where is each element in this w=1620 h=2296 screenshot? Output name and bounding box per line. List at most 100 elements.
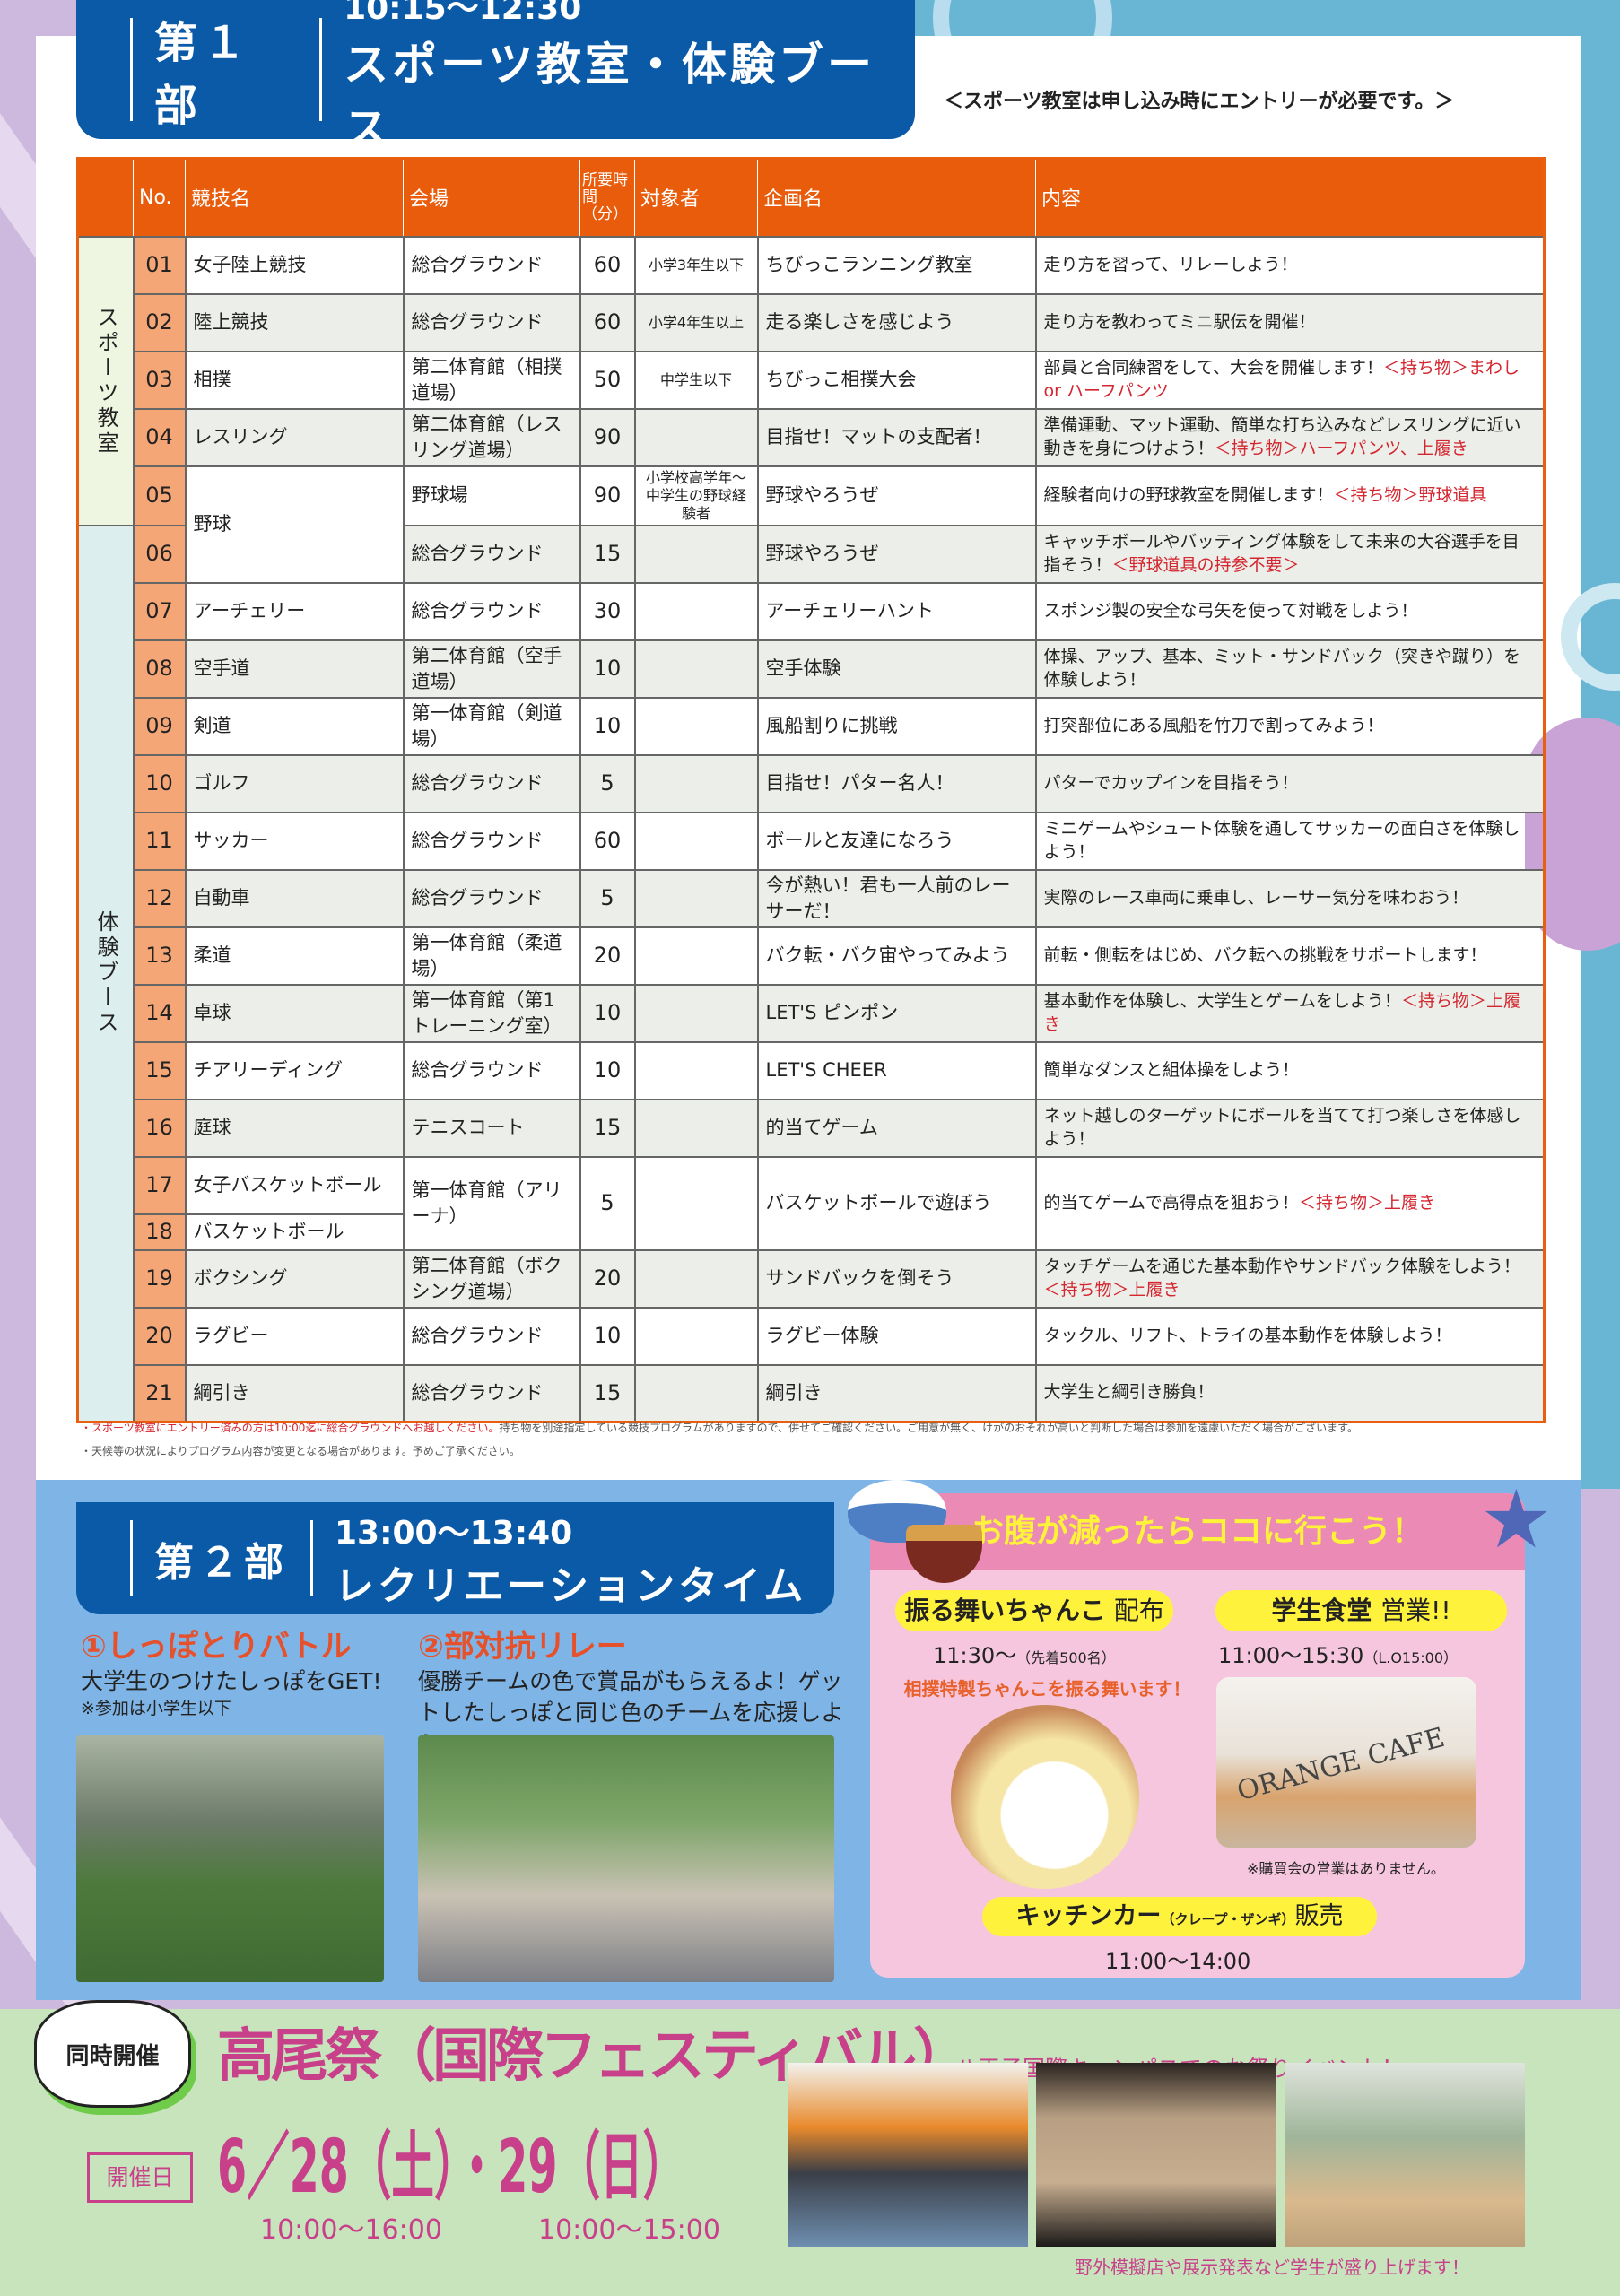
table-row: 15 チアリーディング 総合グラウンド 10 LET'S CHEER 簡単なダンスと組体操… bbox=[78, 1040, 1546, 1100]
target-audience bbox=[633, 926, 759, 986]
content-text: ネット越しのターゲットにボールを当てて打つ楽しさを体感しよう！ bbox=[1043, 1105, 1521, 1149]
table-row: 05 野球 野球場 90 小学校高学年～中学生の野球経験者 野球やろうぜ 経験者向けの野球教… bbox=[78, 465, 1546, 584]
festival-photo-stage bbox=[1036, 2063, 1276, 2247]
header-duration: 所要時間（分） bbox=[579, 158, 635, 237]
venue: 第二体育館（相撲道場） bbox=[402, 350, 581, 410]
row-no: 05 bbox=[132, 465, 187, 526]
row-no: 21 bbox=[132, 1363, 187, 1423]
row-no: 09 bbox=[132, 696, 187, 756]
row-no: 12 bbox=[132, 868, 187, 928]
festival-photo-exhibit bbox=[1285, 2063, 1525, 2247]
part1-time: 10:15～12:30 bbox=[344, 0, 582, 27]
sport-name: 卓球 bbox=[184, 983, 405, 1043]
content: 実際のレース車両に乗車し、レーサー気分を味わおう！ bbox=[1034, 868, 1546, 928]
cafeteria-time-row: 11:00～15:30（L.O15:00） bbox=[1218, 1642, 1458, 1672]
plan-name: バク転・バク宙やってみよう bbox=[756, 926, 1037, 986]
content-note: ＜持ち物＞上履き bbox=[1043, 1279, 1180, 1300]
row-no: 14 bbox=[132, 983, 187, 1043]
content-text: パターでカップインを目指そう！ bbox=[1043, 772, 1299, 793]
content: 前転・側転をはじめ、バク転への挑戦をサポートします！ bbox=[1034, 926, 1546, 986]
row-no: 06 bbox=[132, 524, 187, 584]
sport-name: アーチェリー bbox=[184, 581, 405, 641]
duration-minutes: 10 bbox=[579, 1040, 636, 1100]
venue: 第二体育館（ボクシング道場） bbox=[402, 1248, 581, 1309]
festival-time-day2: 10:00～15:00 bbox=[538, 2214, 720, 2246]
part2-label: 第２部 bbox=[154, 1539, 289, 1586]
target-audience bbox=[633, 1363, 759, 1423]
content-text: 前転・側転をはじめ、バク転への挑戦をサポートします！ bbox=[1043, 944, 1487, 965]
kitchencar-pill: キッチンカー（クレープ・ザンギ）販売 bbox=[982, 1897, 1377, 1936]
venue: 第一体育館（剣道場） bbox=[402, 696, 581, 756]
target-audience bbox=[633, 1248, 759, 1309]
content-note: ＜持ち物＞まわし or ハーフパンツ bbox=[1043, 357, 1520, 401]
venue: 総合グラウンド bbox=[402, 235, 581, 295]
header-target: 対象者 bbox=[634, 158, 758, 237]
tail-tag-photo bbox=[76, 1735, 384, 1982]
group-experience-booth: 体験ブース bbox=[76, 524, 135, 1423]
kitchencar-title: キッチンカー bbox=[1015, 1902, 1162, 1930]
header-no: No. bbox=[133, 158, 186, 237]
content-text: 基本動作を体験し、大学生とゲームをしよう！ bbox=[1043, 990, 1401, 1011]
sport-name: 空手道 bbox=[184, 639, 405, 699]
plan-name: 的当てゲーム bbox=[756, 1098, 1037, 1158]
cafeteria-caption: ※購買会の営業はありません。 bbox=[1247, 1860, 1445, 1877]
table-row: 14 卓球 第一体育館（第1トレーニング室） 10 LET'S ピンポン 基本動作を体験し… bbox=[78, 983, 1546, 1043]
content-note: ＜持ち物＞上履き bbox=[1043, 990, 1520, 1034]
chanko-note: （先着500名） bbox=[1016, 1649, 1116, 1666]
plan-name: 風船割りに挑戦 bbox=[756, 696, 1037, 756]
event1-note: ※参加は小学生以下 bbox=[81, 1699, 231, 1718]
duration-minutes: 10 bbox=[579, 696, 636, 756]
footnote-1-text: 持ち物を別途指定している競技プログラムがありますので、併せてご確認ください。ご用… bbox=[499, 1422, 1358, 1434]
content-text: 簡単なダンスと組体操をしよう！ bbox=[1043, 1059, 1300, 1080]
content: 打突部位にある風船を竹刀で割ってみよう！ bbox=[1034, 696, 1546, 756]
plan-name: 綱引き bbox=[756, 1363, 1037, 1423]
target-audience bbox=[633, 1306, 759, 1366]
table-row: 19 ボクシング 第二体育館（ボクシング道場） 20 サンドバックを倒そう タッチゲームを… bbox=[78, 1248, 1546, 1309]
plan-name: 今が熱い！君も一人前のレーサーだ！ bbox=[756, 868, 1037, 928]
row-no: 01 bbox=[132, 235, 187, 295]
plan-name: ちびっこ相撲大会 bbox=[756, 350, 1037, 410]
content: 大学生と綱引き勝負！ bbox=[1034, 1363, 1546, 1423]
table-header: No. 競技名 会場 所要時間（分） 対象者 企画名 内容 bbox=[77, 158, 1545, 237]
entry-note: ＜スポーツ教室は申し込み時にエントリーが必要です。＞ bbox=[944, 91, 1455, 113]
kitchencar-items: （クレープ・ザンギ） bbox=[1161, 1911, 1295, 1927]
content-text: 実際のレース車両に乗車し、レーサー気分を味わおう！ bbox=[1043, 887, 1469, 908]
part1-label: 第１部 bbox=[153, 17, 251, 131]
venue: 総合グラウンド bbox=[402, 524, 581, 584]
chanko-time-row: 11:30～（先着500名） bbox=[933, 1642, 1116, 1672]
cafeteria-note: （L.O15:00） bbox=[1363, 1649, 1459, 1666]
cafeteria-suffix: 営業!! bbox=[1380, 1596, 1451, 1625]
header-content: 内容 bbox=[1035, 158, 1545, 237]
sport-name: 柔道 bbox=[184, 926, 405, 986]
duration-minutes: 60 bbox=[579, 235, 636, 295]
target-audience bbox=[633, 811, 759, 871]
venue: 総合グラウンド bbox=[402, 581, 581, 641]
cafeteria-photo: ORANGE CAFE bbox=[1216, 1677, 1476, 1848]
table-row: 09 剣道 第一体育館（剣道場） 10 風船割りに挑戦 打突部位にある風船を竹刀で割ってみ… bbox=[78, 696, 1546, 756]
sport-name: 綱引き bbox=[184, 1363, 405, 1423]
footnote-1: ・スポーツ教室にエントリー済みの方は10:00迄に総合グラウンドへお越しください… bbox=[81, 1421, 1597, 1435]
content: 経験者向けの野球教室を開催します！＜持ち物＞野球道具 bbox=[1034, 465, 1546, 526]
venue: 第一体育館（第1トレーニング室） bbox=[402, 983, 581, 1043]
table-row: 02 陸上競技 総合グラウンド 60 小学4年生以上 走る楽しさを感じよう 走り方を教わって… bbox=[78, 292, 1546, 352]
venue: 総合グラウンド bbox=[402, 292, 581, 352]
part2-title: レクリエーションタイム bbox=[335, 1562, 807, 1609]
cafeteria-title: 学生食堂 bbox=[1271, 1596, 1372, 1625]
row-no: 17 bbox=[132, 1155, 187, 1215]
plan-name: 目指せ！パター名人！ bbox=[756, 753, 1037, 813]
venue: 第二体育館（空手道場） bbox=[402, 639, 581, 699]
duration-minutes: 15 bbox=[579, 524, 636, 584]
plan-name: ラグビー体験 bbox=[756, 1306, 1037, 1366]
event1-desc: 大学生のつけたしっぽをGET! bbox=[81, 1668, 382, 1694]
content-text: 走り方を教わってミニ駅伝を開催！ bbox=[1043, 311, 1316, 332]
star-icon: ★ bbox=[1480, 1473, 1553, 1567]
target-audience bbox=[633, 983, 759, 1043]
content: 準備運動、マット運動、簡単な打ち込みなどレスリングに近い動きを身につけよう！＜持… bbox=[1034, 407, 1546, 467]
table-row: 03 相撲 第二体育館（相撲道場） 50 中学生以下 ちびっこ相撲大会 部員と合同練習をして… bbox=[78, 350, 1546, 410]
content-text: 準備運動、マット運動、簡単な打ち込みなどレスリングに近い動きを身につけよう！ bbox=[1043, 414, 1521, 458]
duration-minutes: 20 bbox=[579, 1248, 636, 1309]
plan-name: バスケットボールで遊ぼう bbox=[756, 1155, 1037, 1251]
content: ミニゲームやシュート体験を通してサッカーの面白さを体験しよう！ bbox=[1034, 811, 1546, 871]
table-row: 16 庭球 テニスコート 15 的当てゲーム ネット越しのターゲットにボールを当てて打つ楽… bbox=[78, 1098, 1546, 1158]
target-audience bbox=[633, 753, 759, 813]
